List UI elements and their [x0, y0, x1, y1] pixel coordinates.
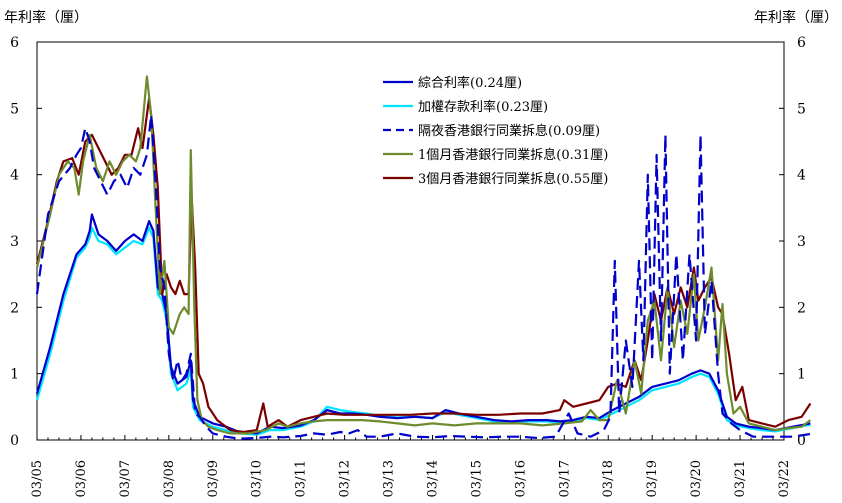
y-tick-label-right: 0	[797, 433, 806, 449]
y-tick-label-left: 3	[10, 234, 19, 250]
x-tick-label: 03/22	[777, 460, 792, 497]
legend-series-value: (0.55厘)	[556, 172, 608, 187]
x-tick-label: 03/05	[30, 460, 45, 497]
legend-label-2: 隔夜香港銀行同業拆息(0.09厘)	[418, 123, 600, 139]
x-tick-label: 03/10	[250, 460, 265, 497]
x-tick-label: 03/15	[469, 460, 484, 497]
y-tick-label-right: 5	[797, 101, 806, 117]
y-tick-label-right: 3	[797, 234, 806, 250]
x-tick-label: 03/18	[601, 460, 616, 497]
series-line-0	[35, 213, 811, 435]
legend-series-name: 隔夜香港銀行同業拆息	[418, 123, 548, 139]
x-tick-label: 03/06	[74, 460, 89, 497]
left-axis-unit-label: 年利率（厘）	[4, 9, 88, 26]
legend-label-1: 加權存款利率(0.23厘)	[418, 99, 548, 115]
legend-series-name: 3個月香港銀行同業拆息	[418, 171, 556, 187]
x-tick-label: 03/07	[118, 460, 133, 497]
x-tick-label: 03/21	[733, 460, 748, 497]
legend-label-3: 1個月香港銀行同業拆息(0.31厘)	[418, 147, 608, 163]
x-tick-label: 03/16	[513, 460, 528, 497]
y-tick-label-right: 4	[797, 168, 806, 184]
y-tick-label-left: 0	[10, 433, 19, 449]
axis-ticks: 0 0 1 1 2 2 3 3 4 4 5 5 6 6 03/05 03/06 03/07 03/08 03/09 0…	[10, 35, 806, 497]
x-tick-label: 03/14	[425, 460, 440, 497]
x-tick-label: 03/13	[382, 460, 397, 497]
legend-series-value: (0.23厘)	[496, 100, 548, 115]
x-tick-label: 03/12	[338, 460, 353, 497]
y-tick-label-left: 4	[10, 168, 19, 184]
x-tick-label: 03/19	[645, 460, 660, 497]
series-line-4	[35, 97, 812, 434]
legend-series-value: (0.24厘)	[470, 76, 522, 91]
series-line-2	[35, 113, 811, 440]
legend-series-value: (0.09厘)	[548, 124, 600, 139]
x-tick-label: 03/11	[294, 460, 309, 497]
legend-series-name: 1個月香港銀行同業拆息	[418, 147, 556, 163]
legend-series-value: (0.31厘)	[556, 148, 608, 163]
legend-label-0: 綜合利率(0.24厘)	[418, 75, 522, 91]
right-axis-unit-label: 年利率（厘）	[754, 9, 838, 26]
y-tick-label-left: 6	[10, 35, 19, 51]
y-tick-label-left: 2	[10, 300, 19, 316]
x-tick-label: 03/08	[162, 460, 177, 497]
legend-series-name: 加權存款利率	[418, 99, 496, 115]
x-tick-label: 03/20	[689, 460, 704, 497]
legend-series-name: 綜合利率	[418, 75, 470, 91]
y-tick-label-right: 2	[797, 300, 806, 316]
x-tick-label: 03/09	[206, 460, 221, 497]
series-lines	[35, 75, 812, 440]
y-tick-label-right: 6	[797, 35, 806, 51]
x-tick-label: 03/17	[557, 460, 572, 497]
series-line-1	[35, 226, 811, 436]
legend-label-4: 3個月香港銀行同業拆息(0.55厘)	[418, 171, 608, 187]
y-tick-label-right: 1	[797, 367, 806, 383]
legend: 綜合利率(0.24厘) 加權存款利率(0.23厘) 隔夜香港銀行同業拆息(0.09厘…	[383, 75, 608, 187]
y-tick-label-left: 1	[10, 367, 19, 383]
y-tick-label-left: 5	[10, 101, 19, 117]
